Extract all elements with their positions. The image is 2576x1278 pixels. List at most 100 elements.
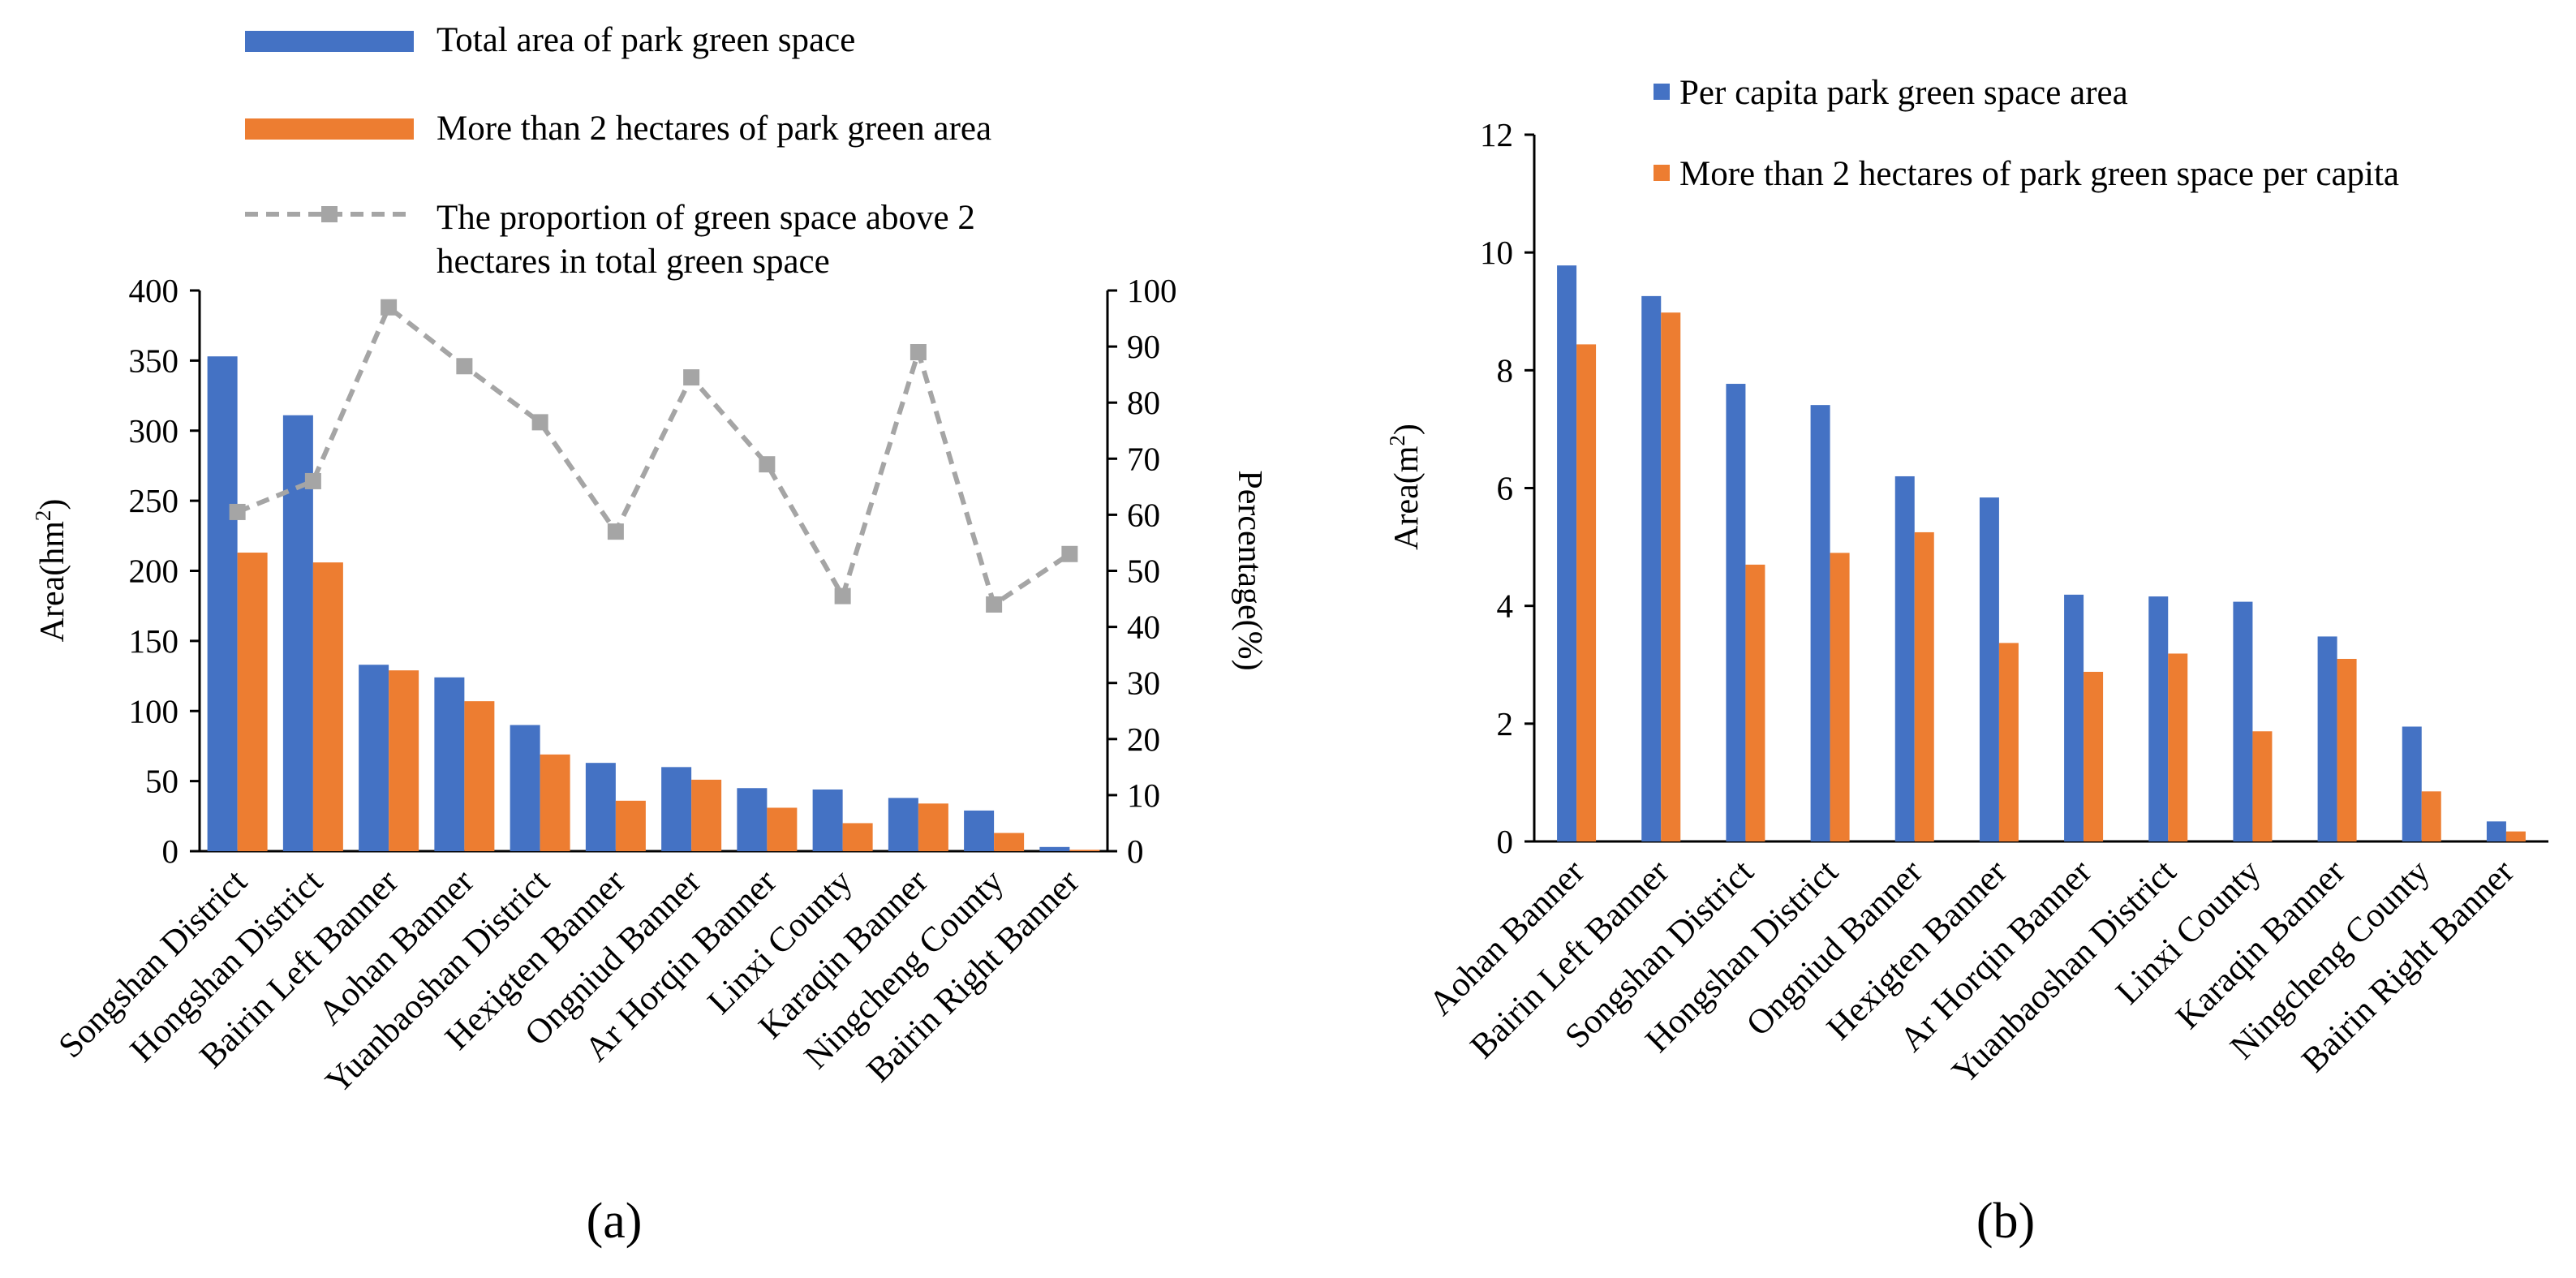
proportion-point-karaqin-banner bbox=[910, 344, 927, 361]
legend-b-label-per-capita: Per capita park green space area bbox=[1679, 74, 2128, 112]
y-tick-label-a: 400 bbox=[129, 272, 179, 309]
bars-a bbox=[207, 356, 1100, 851]
y-tick-label-a: 100 bbox=[129, 692, 179, 729]
proportion-point-ongniud-banner bbox=[683, 369, 700, 386]
bar-b-over-2ha-per-capita-karaqin-banner bbox=[2337, 658, 2357, 841]
legend-a-label-over-2ha: More than 2 hectares of park green area bbox=[437, 110, 991, 148]
bar-b-per-capita-karaqin-banner bbox=[2317, 636, 2337, 841]
bar-a-over-2ha-bairin-right-banner bbox=[1069, 850, 1100, 851]
legend-a: Total area of park green space More than… bbox=[245, 21, 991, 281]
y-tick-label-b: 10 bbox=[1480, 234, 1513, 271]
proportion-point-hexigten-banner bbox=[607, 523, 624, 540]
legend-b-swatch-per-capita bbox=[1654, 84, 1670, 100]
bar-b-per-capita-ningcheng-county bbox=[2402, 726, 2422, 841]
legend-a-marker-proportion bbox=[321, 206, 338, 222]
y-ticks-b: 0 2 4 6 8 10 12 bbox=[1480, 116, 1534, 860]
bar-a-total-area-hexigten-banner bbox=[585, 763, 616, 851]
bar-b-over-2ha-per-capita-ningcheng-county bbox=[2421, 791, 2441, 841]
bar-a-total-area-songshan-district bbox=[207, 356, 238, 851]
legend-a-swatch-over-2ha bbox=[245, 118, 414, 140]
proportion-point-yuanbaoshan-district bbox=[531, 414, 548, 431]
y-tick-label-a: 150 bbox=[129, 622, 179, 660]
bar-b-per-capita-songshan-district bbox=[1726, 384, 1746, 842]
bar-a-total-area-bairin-left-banner bbox=[359, 665, 389, 851]
bar-b-per-capita-hongshan-district bbox=[1810, 405, 1830, 842]
bar-b-over-2ha-per-capita-songshan-district bbox=[1745, 564, 1765, 841]
y-axis-title-b: Area(m2) bbox=[1385, 424, 1426, 550]
bar-a-total-area-ningcheng-county bbox=[964, 810, 995, 851]
y2-tick-label-a: 50 bbox=[1127, 553, 1160, 590]
proportion-point-aohan-banner bbox=[456, 358, 473, 375]
bar-a-total-area-ongniud-banner bbox=[661, 767, 692, 851]
proportion-point-bairin-right-banner bbox=[1061, 545, 1078, 562]
bar-b-over-2ha-per-capita-linxi-county bbox=[2252, 731, 2273, 841]
bar-a-over-2ha-hexigten-banner bbox=[615, 800, 646, 851]
bar-a-total-area-ar-horqin-banner bbox=[737, 788, 768, 851]
y2-tick-label-a: 90 bbox=[1127, 328, 1160, 365]
y-tick-label-b: 2 bbox=[1497, 705, 1514, 742]
bar-a-total-area-karaqin-banner bbox=[888, 798, 918, 851]
bar-b-per-capita-bairin-left-banner bbox=[1641, 295, 1662, 842]
proportion-point-ar-horqin-banner bbox=[759, 456, 776, 473]
y-tick-label-a: 350 bbox=[129, 342, 179, 379]
y-tick-label-a: 0 bbox=[162, 833, 179, 870]
bar-b-per-capita-aohan-banner bbox=[1557, 265, 1577, 841]
y-tick-label-b: 8 bbox=[1497, 351, 1514, 389]
bar-a-over-2ha-linxi-county bbox=[842, 823, 873, 851]
bar-b-per-capita-hexigten-banner bbox=[1979, 497, 1999, 841]
bar-b-over-2ha-per-capita-hexigten-banner bbox=[1998, 643, 2019, 841]
chart-a: Total area of park green space More than… bbox=[31, 21, 1268, 1249]
legend-b-swatch-over-2ha-per-capita bbox=[1654, 165, 1670, 181]
proportion-point-bairin-left-banner bbox=[381, 299, 398, 316]
legend-a-swatch-total-area bbox=[245, 31, 414, 52]
bar-b-per-capita-ongniud-banner bbox=[1894, 475, 1915, 841]
bars-b bbox=[1557, 265, 2526, 842]
y2-tick-label-a: 100 bbox=[1127, 272, 1177, 309]
bar-b-over-2ha-per-capita-ongniud-banner bbox=[1914, 531, 1934, 841]
bar-b-over-2ha-per-capita-ar-horqin-banner bbox=[2084, 671, 2104, 841]
chart-b: Per capita park green space area More th… bbox=[1385, 74, 2548, 1249]
bar-b-over-2ha-per-capita-yuanbaoshan-district bbox=[2168, 653, 2188, 841]
bar-a-total-area-yuanbaoshan-district bbox=[510, 725, 540, 851]
bar-a-over-2ha-ar-horqin-banner bbox=[767, 807, 798, 851]
panel-label-b: (b) bbox=[1976, 1194, 2035, 1249]
legend-a-label-total-area: Total area of park green space bbox=[437, 21, 855, 59]
bar-a-over-2ha-hongshan-district bbox=[312, 562, 343, 851]
bar-a-over-2ha-aohan-banner bbox=[464, 701, 495, 851]
proportion-point-songshan-district bbox=[229, 503, 246, 520]
y2-tick-label-a: 10 bbox=[1127, 777, 1160, 814]
y2-tick-label-a: 40 bbox=[1127, 609, 1160, 646]
y-tick-label-a: 200 bbox=[129, 553, 179, 590]
bar-a-over-2ha-ningcheng-county bbox=[994, 833, 1025, 851]
bar-b-per-capita-linxi-county bbox=[2233, 601, 2253, 841]
y2-axis-title-a: Percentage(%) bbox=[1231, 470, 1268, 670]
proportion-point-linxi-county bbox=[834, 587, 851, 605]
bar-a-over-2ha-karaqin-banner bbox=[918, 803, 948, 851]
bar-b-over-2ha-per-capita-aohan-banner bbox=[1576, 344, 1597, 841]
y2-tick-label-a: 80 bbox=[1127, 384, 1160, 421]
y-tick-label-a: 50 bbox=[145, 763, 178, 800]
bar-b-over-2ha-per-capita-bairin-left-banner bbox=[1661, 312, 1681, 841]
y-axis-title-a: Area(hm2) bbox=[31, 499, 71, 643]
y2-tick-label-a: 0 bbox=[1127, 833, 1144, 870]
proportion-point-ningcheng-county bbox=[986, 596, 1003, 613]
y2-tick-label-a: 70 bbox=[1127, 440, 1160, 477]
y-tick-label-b: 4 bbox=[1497, 587, 1514, 625]
y-tick-label-b: 0 bbox=[1497, 823, 1514, 860]
y2-tick-label-a: 20 bbox=[1127, 721, 1160, 758]
bar-b-per-capita-ar-horqin-banner bbox=[2064, 594, 2084, 841]
panel-label-a: (a) bbox=[587, 1194, 643, 1249]
proportion-line-path bbox=[236, 303, 1072, 609]
bar-b-over-2ha-per-capita-bairin-right-banner bbox=[2505, 831, 2526, 841]
bar-a-over-2ha-ongniud-banner bbox=[691, 779, 722, 851]
y-tick-label-a: 250 bbox=[129, 482, 179, 519]
bar-a-total-area-linxi-county bbox=[812, 789, 843, 851]
bar-a-over-2ha-bairin-left-banner bbox=[389, 670, 419, 851]
y2-tick-label-a: 60 bbox=[1127, 496, 1160, 533]
legend-b-label-over-2ha-per-capita: More than 2 hectares of park green space… bbox=[1679, 155, 2399, 193]
bar-b-over-2ha-per-capita-hongshan-district bbox=[1830, 553, 1850, 841]
proportion-line-a bbox=[229, 299, 1078, 613]
bar-b-per-capita-yuanbaoshan-district bbox=[2148, 596, 2169, 841]
y2-tick-label-a: 30 bbox=[1127, 665, 1160, 702]
